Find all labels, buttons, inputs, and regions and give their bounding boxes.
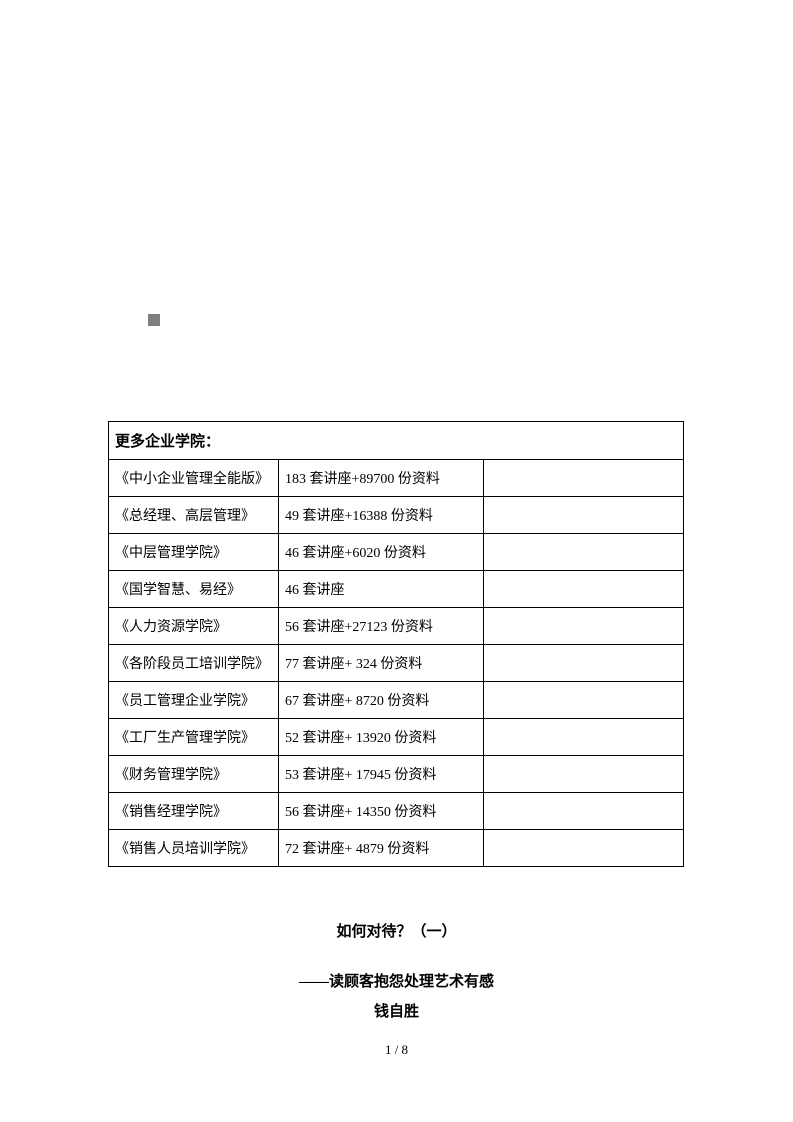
course-detail-cell: 67 套讲座+ 8720 份资料 xyxy=(279,682,484,719)
course-name-cell: 《销售人员培训学院》 xyxy=(109,830,279,867)
course-name-cell: 《国学智慧、易经》 xyxy=(109,571,279,608)
course-extra-cell xyxy=(484,719,684,756)
course-extra-cell xyxy=(484,460,684,497)
table-row: 《各阶段员工培训学院》 77 套讲座+ 324 份资料 xyxy=(109,645,684,682)
course-detail-cell: 46 套讲座 xyxy=(279,571,484,608)
table-row: 《销售人员培训学院》 72 套讲座+ 4879 份资料 xyxy=(109,830,684,867)
course-table: 更多企业学院： 《中小企业管理全能版》 183 套讲座+89700 份资料 《总… xyxy=(108,421,684,867)
course-detail-cell: 46 套讲座+6020 份资料 xyxy=(279,534,484,571)
course-extra-cell xyxy=(484,793,684,830)
course-name-cell: 《中小企业管理全能版》 xyxy=(109,460,279,497)
table-row: 《销售经理学院》 56 套讲座+ 14350 份资料 xyxy=(109,793,684,830)
table-row: 《人力资源学院》 56 套讲座+27123 份资料 xyxy=(109,608,684,645)
course-detail-cell: 52 套讲座+ 13920 份资料 xyxy=(279,719,484,756)
course-detail-cell: 53 套讲座+ 17945 份资料 xyxy=(279,756,484,793)
table-row: 《财务管理学院》 53 套讲座+ 17945 份资料 xyxy=(109,756,684,793)
course-name-cell: 《财务管理学院》 xyxy=(109,756,279,793)
page-number: 1 / 8 xyxy=(0,1042,793,1058)
course-extra-cell xyxy=(484,497,684,534)
course-name-cell: 《人力资源学院》 xyxy=(109,608,279,645)
course-extra-cell xyxy=(484,534,684,571)
course-name-cell: 《工厂生产管理学院》 xyxy=(109,719,279,756)
article-subtitle: ——读顾客抱怨处理艺术有感 xyxy=(0,970,793,991)
table-row: 《工厂生产管理学院》 52 套讲座+ 13920 份资料 xyxy=(109,719,684,756)
table-row: 《国学智慧、易经》 46 套讲座 xyxy=(109,571,684,608)
course-name-cell: 《员工管理企业学院》 xyxy=(109,682,279,719)
course-detail-cell: 72 套讲座+ 4879 份资料 xyxy=(279,830,484,867)
table-header-cell: 更多企业学院： xyxy=(109,422,684,460)
article-author: 钱自胜 xyxy=(0,1000,793,1021)
course-extra-cell xyxy=(484,608,684,645)
course-extra-cell xyxy=(484,830,684,867)
course-name-cell: 《中层管理学院》 xyxy=(109,534,279,571)
table-row: 《员工管理企业学院》 67 套讲座+ 8720 份资料 xyxy=(109,682,684,719)
table-row: 《总经理、高层管理》 49 套讲座+16388 份资料 xyxy=(109,497,684,534)
article-title: 如何对待？（一） xyxy=(0,920,793,941)
bullet-mark-icon xyxy=(148,314,160,326)
course-detail-cell: 77 套讲座+ 324 份资料 xyxy=(279,645,484,682)
course-table-container: 更多企业学院： 《中小企业管理全能版》 183 套讲座+89700 份资料 《总… xyxy=(108,421,684,867)
course-extra-cell xyxy=(484,756,684,793)
table-row: 《中层管理学院》 46 套讲座+6020 份资料 xyxy=(109,534,684,571)
course-detail-cell: 56 套讲座+ 14350 份资料 xyxy=(279,793,484,830)
course-name-cell: 《各阶段员工培训学院》 xyxy=(109,645,279,682)
table-row: 《中小企业管理全能版》 183 套讲座+89700 份资料 xyxy=(109,460,684,497)
course-extra-cell xyxy=(484,682,684,719)
document-page: 更多企业学院： 《中小企业管理全能版》 183 套讲座+89700 份资料 《总… xyxy=(0,0,793,1122)
course-detail-cell: 49 套讲座+16388 份资料 xyxy=(279,497,484,534)
course-detail-cell: 56 套讲座+27123 份资料 xyxy=(279,608,484,645)
course-detail-cell: 183 套讲座+89700 份资料 xyxy=(279,460,484,497)
course-extra-cell xyxy=(484,645,684,682)
course-extra-cell xyxy=(484,571,684,608)
course-name-cell: 《总经理、高层管理》 xyxy=(109,497,279,534)
table-header-row: 更多企业学院： xyxy=(109,422,684,460)
course-name-cell: 《销售经理学院》 xyxy=(109,793,279,830)
